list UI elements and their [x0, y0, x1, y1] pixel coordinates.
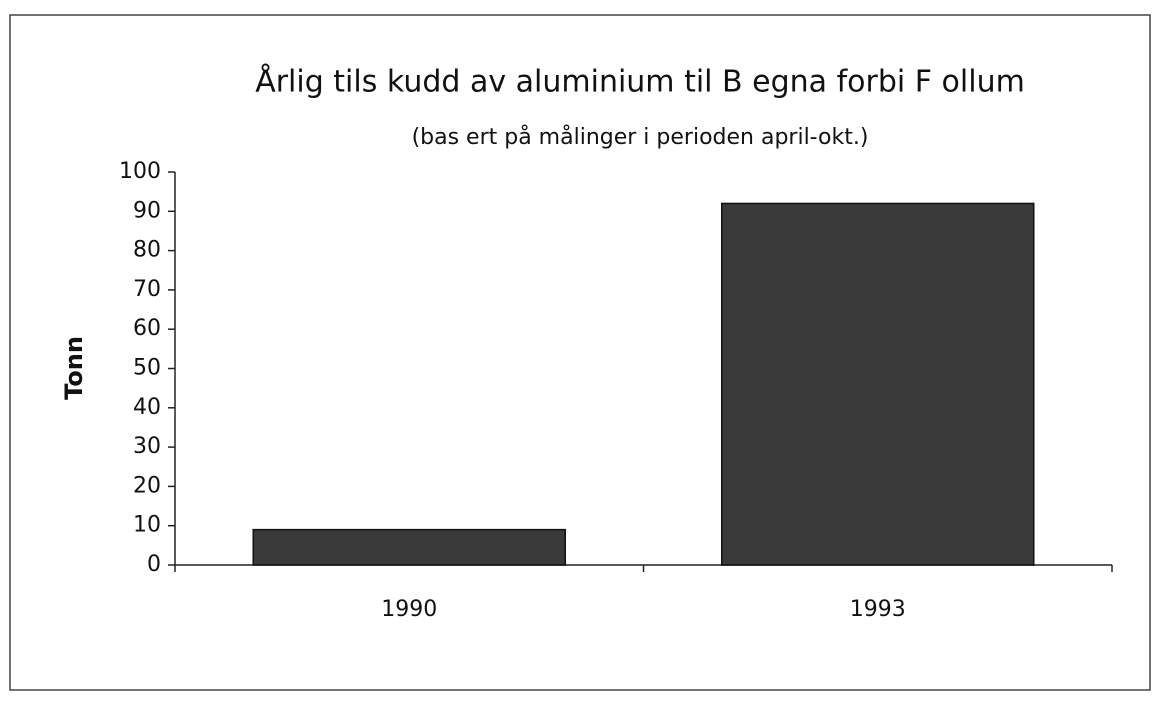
chart-title: Årlig tils kudd av aluminium til B egna …: [255, 64, 1025, 100]
x-tick-label: 1990: [381, 597, 437, 622]
y-tick-label: 0: [147, 552, 161, 577]
chart-frame: [9, 14, 1151, 691]
x-tick-label: 1993: [850, 597, 906, 622]
y-tick-label: 100: [119, 159, 161, 184]
y-tick-label: 40: [133, 395, 161, 420]
chart-subtitle: (bas ert på målinger i perioden april-ok…: [412, 124, 869, 150]
y-tick-label: 10: [133, 513, 161, 538]
y-axis-label: Tonn: [60, 336, 88, 400]
bar: [720, 202, 1035, 566]
y-tick-label: 20: [133, 473, 161, 498]
y-tick-label: 30: [133, 434, 161, 459]
y-tick-label: 80: [133, 238, 161, 263]
y-tick-label: 90: [133, 198, 161, 223]
bar: [252, 528, 567, 566]
y-tick-label: 70: [133, 277, 161, 302]
y-tick-label: 50: [133, 356, 161, 381]
y-tick-label: 60: [133, 316, 161, 341]
